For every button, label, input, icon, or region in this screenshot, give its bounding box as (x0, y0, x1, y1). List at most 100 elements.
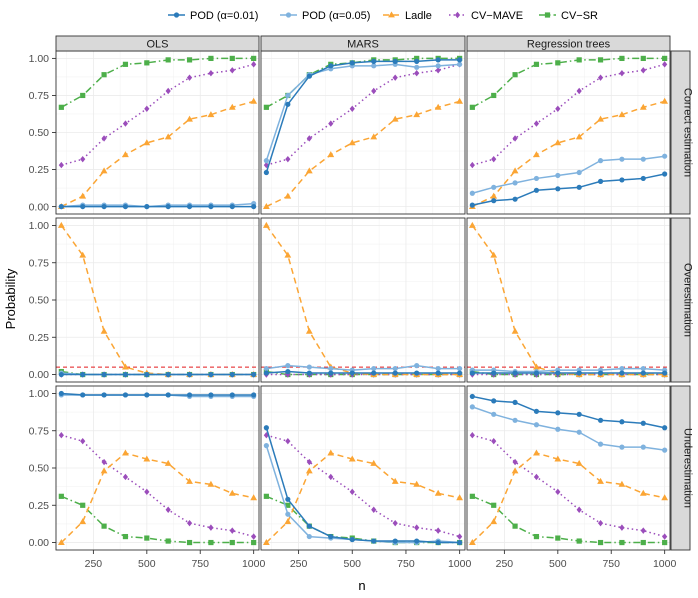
data-point (391, 477, 399, 484)
data-point (79, 192, 87, 199)
data-point (79, 251, 87, 258)
data-point (228, 489, 236, 496)
series-line (266, 364, 460, 371)
data-point (80, 437, 86, 445)
data-point (371, 538, 377, 544)
data-point (576, 169, 582, 176)
y-tick-label: 1.00 (29, 53, 50, 65)
column-strip-label: OLS (146, 39, 168, 51)
data-point (284, 192, 292, 199)
series-line (472, 406, 665, 451)
panel-r1-c2 (466, 217, 671, 383)
data-point (144, 371, 150, 378)
data-point (306, 533, 312, 540)
data-point (371, 370, 377, 376)
data-point (186, 203, 193, 210)
x-tick-label: 250 (85, 558, 103, 570)
data-point (186, 539, 193, 546)
data-point (597, 178, 604, 184)
x-tick-label: 250 (496, 558, 514, 570)
data-point (229, 392, 235, 398)
data-point (435, 370, 441, 376)
data-point (597, 115, 604, 122)
data-point (435, 67, 441, 74)
data-point (306, 458, 312, 466)
data-point (533, 187, 540, 193)
data-point (512, 399, 518, 405)
y-tick-label: 0.25 (29, 164, 50, 176)
series-4 (58, 55, 257, 110)
data-point (414, 370, 420, 376)
data-point (122, 371, 129, 378)
data-point (251, 203, 257, 210)
data-point (434, 489, 442, 496)
data-point (263, 493, 269, 499)
data-point (122, 151, 129, 158)
series-3 (469, 61, 668, 169)
column-strip-label: MARS (347, 39, 379, 51)
data-point (469, 190, 475, 196)
data-point (263, 432, 269, 439)
data-point (555, 105, 561, 112)
data-point (469, 161, 475, 169)
data-point (165, 87, 171, 95)
data-point (229, 527, 235, 534)
data-point (491, 184, 497, 190)
data-point (511, 467, 519, 474)
data-point (164, 459, 172, 466)
data-point (435, 539, 441, 546)
y-tick-label: 0.50 (29, 127, 50, 139)
legend-label-2: Ladle (405, 10, 432, 22)
series-1 (469, 404, 668, 453)
data-point (144, 392, 150, 398)
data-point (619, 539, 625, 546)
data-point (262, 221, 270, 228)
data-point (144, 203, 150, 210)
data-point (468, 221, 476, 228)
y-tick-label: 0.75 (29, 425, 50, 437)
series-0 (469, 370, 668, 376)
data-point (491, 370, 497, 376)
data-point (639, 103, 647, 110)
data-point (512, 72, 518, 78)
row-strip (670, 385, 691, 551)
series-line (265, 427, 460, 544)
data-point (511, 167, 519, 174)
data-point (490, 518, 498, 525)
x-tick-label: 750 (602, 558, 620, 570)
data-point (533, 151, 540, 158)
y-tick-label: 0.75 (29, 257, 50, 269)
data-point (392, 370, 398, 376)
column-strip (260, 35, 466, 52)
data-point (619, 370, 625, 376)
data-point (58, 104, 64, 110)
data-point (457, 370, 463, 376)
data-point (533, 363, 540, 370)
x-tick-label: 1000 (653, 558, 677, 570)
data-point (250, 97, 258, 104)
data-point (165, 57, 171, 63)
data-point (576, 184, 582, 190)
data-point (58, 371, 64, 378)
data-point (555, 535, 561, 541)
data-point (619, 524, 625, 531)
data-point (101, 392, 107, 398)
series-2 (262, 97, 464, 209)
data-point (662, 425, 668, 431)
data-point (285, 511, 291, 517)
x-tick-label: 750 (191, 558, 209, 570)
data-point (533, 422, 540, 428)
data-point (639, 489, 647, 496)
data-point (434, 103, 442, 110)
data-point (456, 494, 464, 501)
data-point (554, 455, 562, 462)
data-point (392, 74, 398, 81)
data-point (251, 61, 257, 68)
data-point (349, 536, 355, 543)
data-point (512, 196, 518, 202)
data-point (122, 533, 129, 540)
data-point (619, 70, 625, 77)
data-point (414, 70, 420, 77)
data-point (263, 161, 269, 169)
legend-label-1: POD (α=0.05) (302, 10, 370, 22)
